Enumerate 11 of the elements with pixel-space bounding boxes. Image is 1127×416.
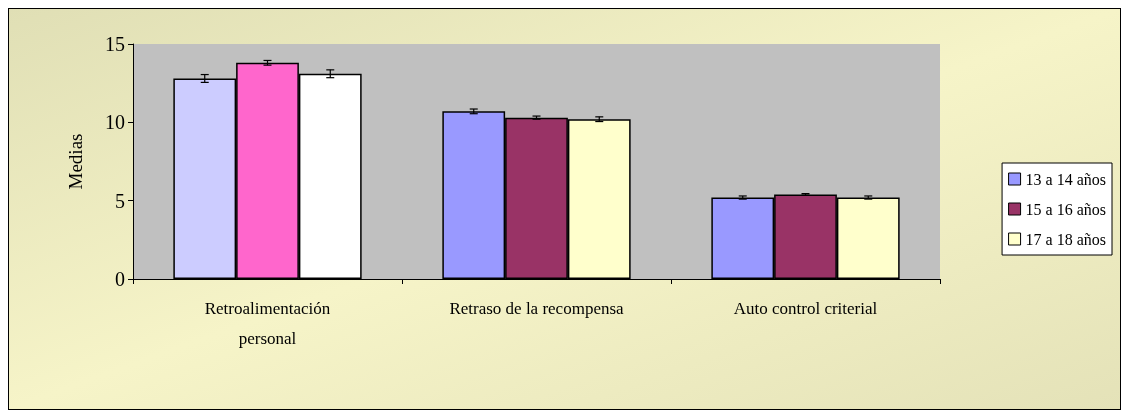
legend-label: 17 a 18 años (1025, 230, 1107, 248)
y-tick-label: 10 (105, 111, 125, 134)
x-tick-label: Retroalimentación personal (204, 298, 331, 348)
y-axis-title: Medias (65, 133, 86, 190)
x-tick-label: Retraso de la recompensa (449, 298, 625, 318)
x-tick-label: Auto control criterial (733, 298, 878, 318)
y-tick-label: 0 (115, 268, 125, 290)
y-tick-label: 5 (115, 189, 125, 212)
legend-label: 13 a 14 años (1025, 170, 1107, 188)
y-tick-label: 15 (105, 33, 125, 55)
legend-label: 15 a 16 años (1025, 200, 1107, 218)
